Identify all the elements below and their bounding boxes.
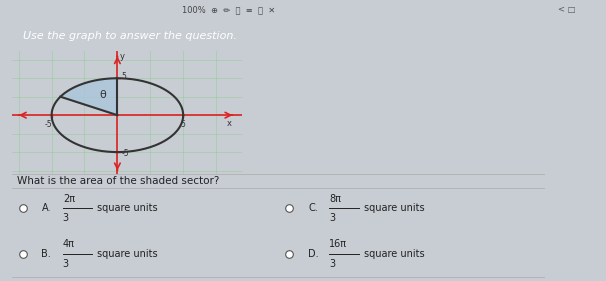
Text: square units: square units [364,203,425,213]
Text: square units: square units [98,249,158,259]
Text: 100%  ⊕  ✏  🔍  ≡  🖼  ✕: 100% ⊕ ✏ 🔍 ≡ 🖼 ✕ [182,5,275,14]
Text: A.: A. [41,203,51,213]
Text: -5: -5 [44,120,52,129]
Text: 4π: 4π [63,239,75,249]
Text: x: x [227,119,231,128]
Text: 5: 5 [181,120,185,129]
Text: -5: -5 [121,149,129,158]
Text: 5: 5 [121,72,126,81]
Text: 3: 3 [63,213,69,223]
Text: square units: square units [364,249,425,259]
Text: 8π: 8π [330,194,341,204]
Text: 3: 3 [330,213,336,223]
Text: 2π: 2π [63,194,75,204]
Polygon shape [61,78,118,115]
Text: D.: D. [308,249,319,259]
Text: y: y [120,52,125,61]
Text: 3: 3 [330,259,336,269]
Text: square units: square units [98,203,158,213]
Text: < □: < □ [558,5,575,14]
Text: 3: 3 [63,259,69,269]
Text: What is the area of the shaded sector?: What is the area of the shaded sector? [18,176,220,186]
Text: C.: C. [308,203,318,213]
Text: 16π: 16π [330,239,348,249]
Text: B.: B. [41,249,51,259]
Text: Use the graph to answer the question.: Use the graph to answer the question. [23,31,237,41]
Text: θ: θ [99,90,106,100]
